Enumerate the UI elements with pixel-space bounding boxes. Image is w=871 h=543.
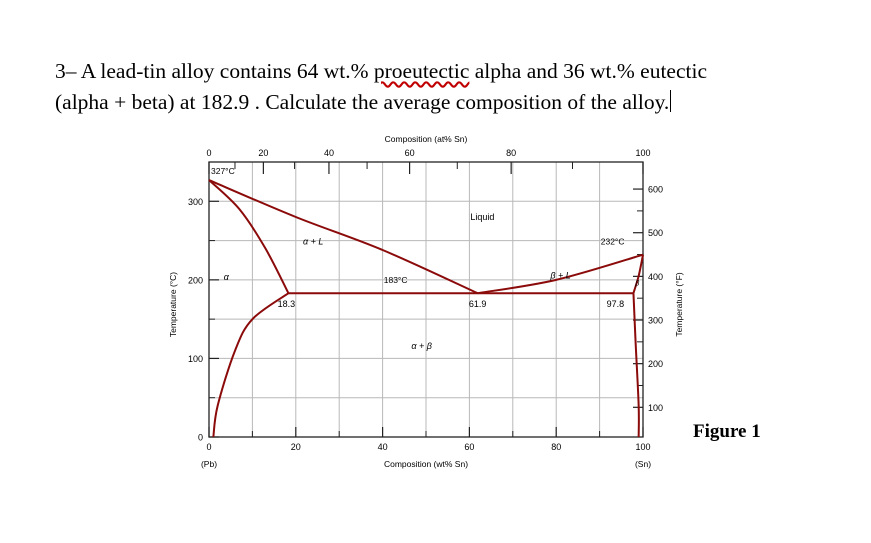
top-tick-label: 100	[635, 148, 650, 158]
right-tick-label: 500	[648, 228, 663, 238]
liquidus-beta-line	[477, 253, 644, 295]
question-line1-suffix: alpha and 36 wt.% eutectic	[469, 59, 707, 83]
figure-label: Figure 1	[693, 421, 761, 442]
bottom-tick-label: 40	[378, 442, 388, 452]
eutectic-comp-label: 61.9	[469, 299, 487, 309]
right-tick-label: 200	[648, 359, 663, 369]
top-axis-title: Composition (at% Sn)	[385, 134, 468, 144]
right-tick-label: 300	[648, 316, 663, 326]
question-line-2: (alpha + beta) at 182.9 . Calculate the …	[55, 87, 845, 118]
right-tick-label: 600	[648, 185, 663, 195]
right-tick-label: 100	[648, 403, 663, 413]
left-tick-label: 100	[188, 354, 203, 364]
alpha-beta-region-label: α + β	[411, 341, 432, 351]
text-cursor	[670, 90, 672, 112]
bottom-tick-label: 0	[206, 442, 211, 452]
right-axis-title: Temperature (°F)	[674, 272, 684, 337]
question-line-1: 3– A lead-tin alloy contains 64 wt.% pro…	[55, 56, 845, 87]
grid	[209, 162, 643, 437]
annotations: 327°C 232°C 183°C 18.3 61.9 97.8 Liquid α + L β …	[211, 166, 639, 351]
spellcheck-word[interactable]: proeutectic	[373, 59, 470, 83]
bottom-tick-label: 80	[551, 442, 561, 452]
bottom-axis-title: Composition (wt% Sn)	[384, 459, 468, 469]
alpha-limit-label: 18.3	[278, 299, 296, 309]
sn-end-label: (Sn)	[635, 459, 651, 469]
bottom-tick-label: 60	[464, 442, 474, 452]
phase-boundaries	[208, 179, 644, 438]
question-line2-text: (alpha + beta) at 182.9 . Calculate the …	[55, 90, 670, 114]
axis-labels: 0 20 40 60 80 100 Composition (wt% Sn) (Pb) (Sn)…	[168, 134, 684, 469]
solidus-beta-line	[632, 254, 644, 294]
bottom-tick-label: 20	[291, 442, 301, 452]
left-tick-label: 300	[188, 197, 203, 207]
top-tick-label: 20	[258, 148, 268, 158]
question-line1-prefix: 3– A lead-tin alloy contains 64 wt.%	[55, 59, 374, 83]
question-text: 3– A lead-tin alloy contains 64 wt.% pro…	[55, 56, 845, 118]
pb-end-label: (Pb)	[201, 459, 217, 469]
beta-limit-label: 97.8	[607, 299, 625, 309]
top-tick-label: 80	[506, 148, 516, 158]
top-tick-label: 0	[206, 148, 211, 158]
left-tick-label: 0	[198, 433, 203, 443]
solvus-alpha-line	[212, 292, 290, 438]
pb-melting-label: 327°C	[211, 166, 235, 176]
top-tick-label: 40	[324, 148, 334, 158]
right-tick-label: 400	[648, 272, 663, 282]
liquid-region-label: Liquid	[470, 212, 494, 222]
beta-region-label: β	[634, 280, 639, 287]
top-tick-label: 60	[405, 148, 415, 158]
sn-melting-label: 232°C	[601, 237, 625, 247]
alpha-liquid-region-label: α + L	[303, 237, 323, 247]
eutectic-temp-label: 183°C	[384, 275, 408, 285]
plot-frame	[208, 161, 644, 438]
bottom-tick-label: 100	[635, 442, 650, 452]
left-axis-title: Temperature (°C)	[168, 272, 178, 337]
solvus-beta-line	[632, 293, 640, 438]
solidus-alpha-line	[208, 179, 290, 294]
left-tick-label: 200	[188, 275, 203, 285]
alpha-region-label: α	[224, 272, 230, 282]
beta-liquid-region-label: β + L	[549, 270, 570, 280]
liquidus-alpha-line	[208, 179, 479, 295]
